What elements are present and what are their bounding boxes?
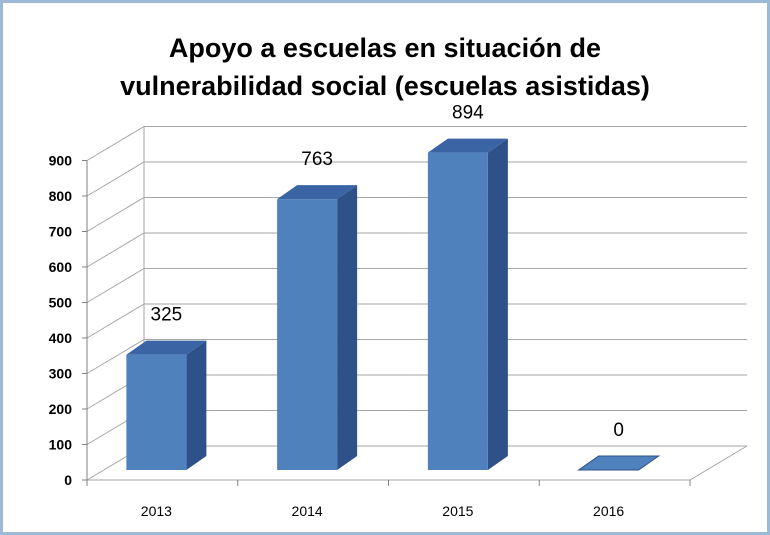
y-tick-label: 500 [49, 295, 73, 311]
bar-2014 [277, 185, 358, 470]
y-tick-label: 700 [49, 224, 73, 240]
y-tick-label: 200 [49, 401, 73, 417]
bar-front [427, 152, 488, 470]
bar-top [577, 455, 661, 471]
x-tick-label: 2014 [292, 503, 323, 519]
bar-side [337, 185, 358, 470]
bar-top [277, 185, 358, 200]
y-tick-label: 300 [49, 366, 73, 382]
axis-layer [82, 160, 748, 486]
bar-side [487, 138, 508, 470]
gridline [86, 232, 747, 268]
y-tick-label: 0 [64, 472, 72, 488]
chart-title-line-1: Apoyo a escuelas en situación de [168, 33, 602, 63]
bar-top [427, 138, 508, 153]
y-tick-label: 400 [49, 330, 73, 346]
gridline [86, 303, 747, 339]
gridline [86, 268, 747, 303]
data-label: 763 [301, 149, 333, 170]
labels-layer: 0 100 200 300 400 500 600 700 800 900 325 2013 763 20… [49, 103, 625, 519]
data-label: 0 [613, 420, 624, 441]
x-tick-label: 2015 [442, 503, 473, 519]
y-tick-label: 600 [49, 259, 73, 275]
bar-top [126, 340, 207, 355]
x-tick-label: 2016 [593, 503, 624, 519]
bar-2015 [427, 138, 508, 470]
gridline [86, 161, 747, 197]
data-label: 894 [452, 103, 484, 124]
data-label: 325 [151, 305, 183, 326]
gridline [86, 126, 747, 161]
bar-side [186, 340, 207, 470]
y-tick-label: 900 [49, 153, 73, 169]
chart-title-line-2: vulnerabilidad social (escuelas asistida… [120, 71, 650, 101]
bar-front [126, 354, 187, 470]
bar-2013 [126, 340, 207, 470]
y-tick-label: 800 [49, 188, 73, 204]
bar-front [277, 199, 338, 470]
bar-2016 [577, 455, 661, 471]
y-tick-label: 100 [49, 437, 73, 453]
bars-layer [126, 138, 661, 471]
x-tick-label: 2013 [141, 503, 172, 519]
gridline [86, 197, 747, 232]
